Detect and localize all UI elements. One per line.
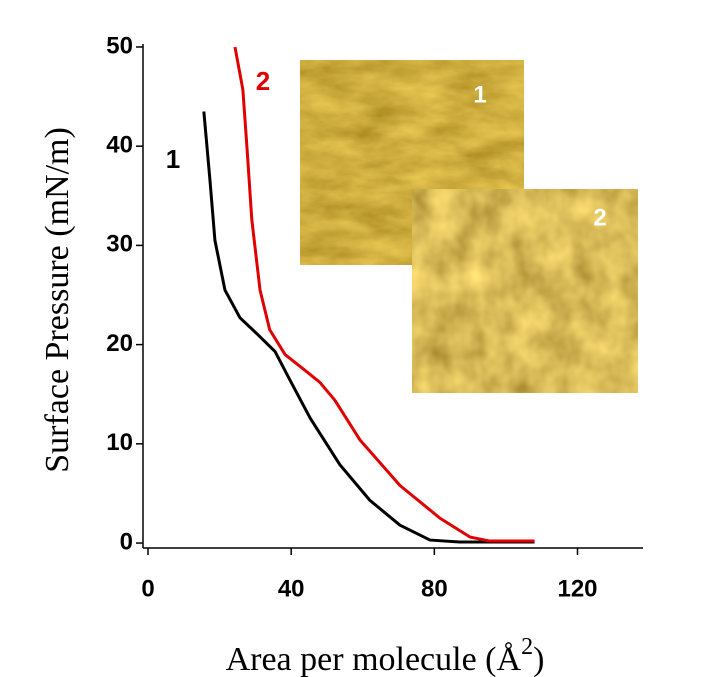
series-line: [202, 111, 535, 544]
plot-area: 0 10 20 30 40 50 0 40 80 120 1 2: [106, 32, 597, 602]
y-tick-label: 30: [106, 231, 133, 258]
y-tick-label: 0: [120, 528, 133, 555]
y-axis-title: Surface Pressure (mN/m): [39, 127, 76, 473]
x-axis-title-sup: 2: [521, 634, 533, 660]
series-label: 1: [166, 144, 180, 174]
image-label: 2: [593, 204, 606, 231]
x-tick-label: 80: [421, 575, 448, 602]
y-tick-label: 20: [106, 330, 133, 357]
y-tick-label: 10: [106, 429, 133, 456]
y-tick-label: 50: [106, 32, 133, 59]
x-axis-title: Area per molecule (Å2): [226, 634, 545, 677]
x-tick-label: 0: [141, 575, 154, 602]
image-label: 1: [473, 81, 486, 108]
series-label: 2: [256, 66, 270, 96]
x-axis-title-text: Area per molecule (Å: [226, 641, 522, 677]
afm-image-2: [412, 189, 638, 393]
x-axis-title-end: ): [533, 641, 544, 677]
x-tick-label: 120: [557, 575, 597, 602]
series-line: [233, 46, 535, 543]
y-tick-label: 40: [106, 132, 133, 159]
x-tick-label: 40: [278, 575, 305, 602]
